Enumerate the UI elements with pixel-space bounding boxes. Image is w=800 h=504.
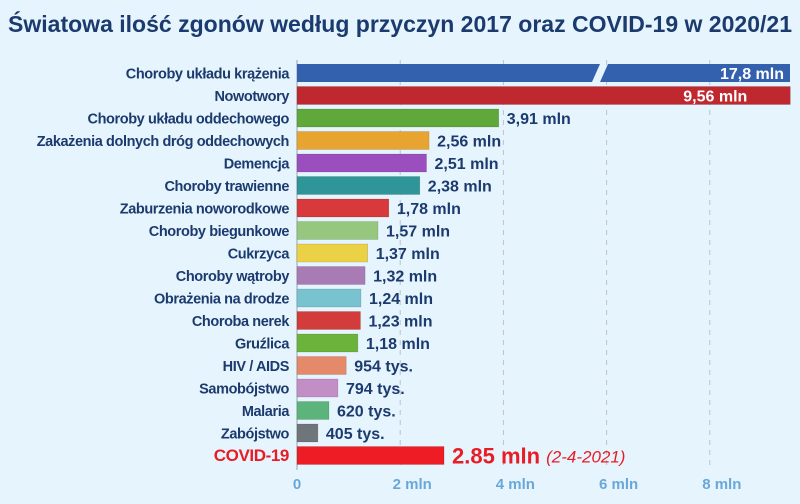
bar [296, 288, 362, 308]
category-label: Choroby układu krążenia [126, 67, 291, 83]
data-label: 2,51 mln [435, 156, 499, 173]
bar [297, 64, 600, 82]
bar [296, 108, 500, 128]
category-label: Samobójstwo [199, 382, 289, 398]
bar [296, 131, 430, 150]
x-tick-label: 8 mln [702, 476, 741, 493]
x-tick-label: 2 mln [393, 476, 432, 493]
category-label: Zakażenia dolnych dróg oddechowych [37, 134, 289, 150]
category-label: Obrażenia na drodze [154, 292, 289, 308]
bar [296, 356, 347, 375]
bar [296, 446, 445, 465]
category-label: Zaburzenia noworodkowe [120, 202, 290, 218]
chart-title-text: Światowa ilość zgonów według przyczyn 20… [8, 10, 792, 37]
chart-title: Światowa ilość zgonów według przyczyn 20… [0, 6, 800, 45]
x-tick-label: 4 mln [496, 476, 535, 493]
data-label: 1,18 mln [366, 336, 430, 353]
bar [296, 86, 791, 105]
bar [296, 333, 359, 353]
data-label: 620 tys. [337, 404, 396, 421]
x-tick-label: 0 [293, 476, 301, 493]
category-label: Zabójstwo [221, 427, 290, 443]
category-label: HIV / AIDS [223, 359, 290, 375]
data-label: 1,23 mln [368, 314, 432, 331]
data-label: 17,8 mln [720, 66, 784, 83]
data-label: 1,78 mln [397, 201, 461, 218]
category-label: Gruźlica [235, 337, 290, 353]
category-label: Choroby układu oddechowego [88, 112, 290, 128]
bar [296, 423, 319, 443]
x-tick-label: 6 mln [599, 476, 638, 493]
category-label: Demencja [224, 157, 291, 173]
data-label: 1,37 mln [376, 246, 440, 263]
category-label: Nowotwory [214, 89, 289, 105]
category-label: Malaria [242, 404, 291, 420]
data-label: 954 tys. [354, 359, 413, 376]
bar [296, 176, 421, 195]
data-label: 9,56 mln [683, 89, 747, 106]
bar [600, 64, 790, 82]
category-label: COVID-19 [214, 446, 289, 465]
data-label: 3,91 mln [507, 111, 571, 128]
data-label: 405 tys. [326, 426, 385, 443]
data-label: 1,57 mln [386, 224, 450, 241]
data-label: 2.85 mln [452, 444, 540, 469]
bar [296, 311, 361, 330]
bar [296, 266, 366, 285]
bar [296, 221, 379, 240]
data-label: 1,32 mln [373, 269, 437, 286]
category-label: Choroby wątroby [176, 269, 290, 285]
category-label: Cukrzyca [228, 247, 291, 263]
bar [296, 198, 390, 218]
annotation: (2-4-2021) [546, 448, 625, 467]
data-label: 2,56 mln [437, 134, 501, 151]
category-label: Choroby biegunkowe [149, 224, 290, 240]
bar [296, 401, 330, 420]
bar [296, 378, 339, 398]
bar [296, 243, 368, 263]
data-label: 1,24 mln [369, 291, 433, 308]
bar [296, 153, 427, 173]
data-label: 794 tys. [346, 381, 405, 398]
data-label: 2,38 mln [428, 179, 492, 196]
category-label: Choroby trawienne [164, 179, 289, 195]
category-label: Choroba nerek [192, 314, 290, 330]
